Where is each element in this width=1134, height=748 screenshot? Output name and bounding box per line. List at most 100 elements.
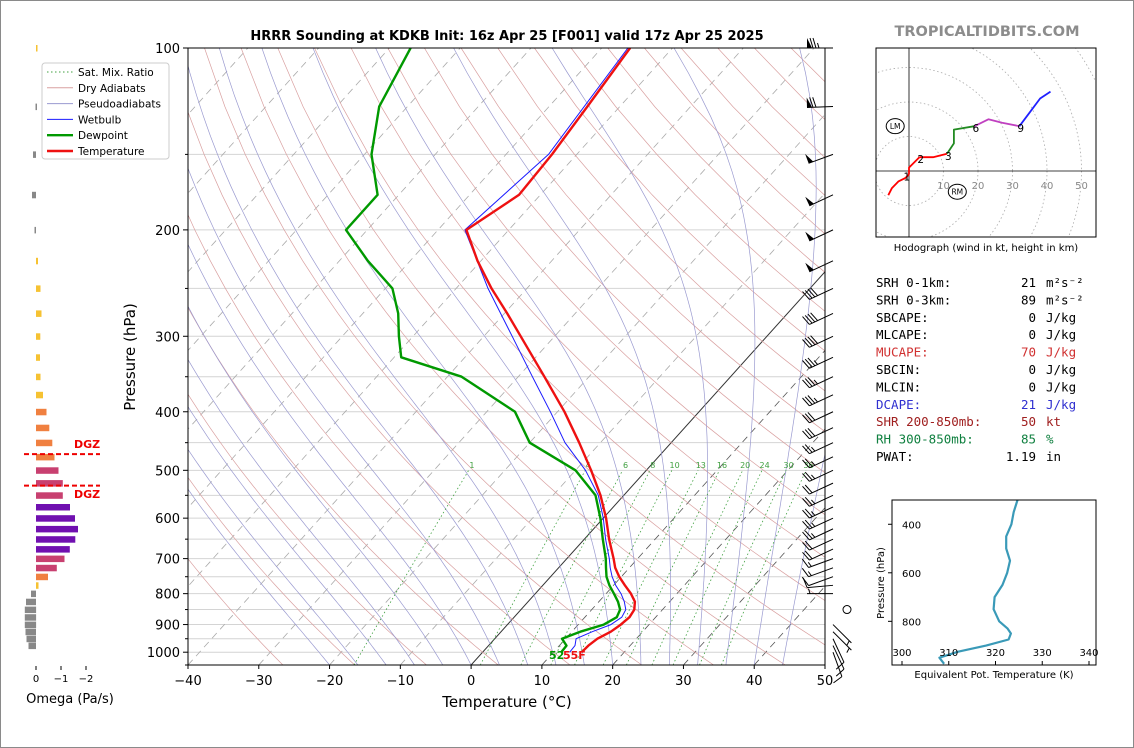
- y-tick-label: 100: [155, 42, 180, 57]
- storm-motion-marker: [885, 118, 905, 135]
- mixing-ratio-line: [602, 470, 699, 665]
- isotherm-line: [329, 113, 825, 665]
- barb-half: [846, 640, 850, 646]
- omega-bar: [36, 45, 38, 52]
- index-value: 0: [1028, 327, 1036, 342]
- barb-staff: [809, 506, 834, 519]
- hodograph-trace: [946, 125, 975, 155]
- theta-e-frame: [891, 499, 1097, 666]
- barb-full: [804, 396, 813, 405]
- barb-half: [813, 379, 818, 385]
- index-unit: kt: [1046, 414, 1061, 429]
- dry-adiabat: [188, 558, 284, 665]
- omega-bar: [36, 573, 48, 581]
- barb-full: [802, 379, 810, 389]
- omega-bar: [36, 504, 70, 511]
- wind-barb: [842, 605, 852, 615]
- barb-half: [813, 397, 818, 403]
- surface-dewpoint-label: 52: [549, 649, 564, 662]
- pseudoadiabat: [188, 64, 529, 665]
- barb-full: [802, 498, 810, 507]
- barb-full: [802, 414, 810, 424]
- barb-half: [807, 571, 812, 576]
- barb-full: [807, 377, 816, 386]
- omega-bar: [36, 480, 63, 487]
- x-tick-label: 20: [604, 674, 621, 689]
- dry-adiabat: [277, 48, 825, 646]
- pseudoadiabat: [188, 305, 444, 665]
- y-axis-label: Pressure (hPa): [121, 303, 139, 411]
- legend-entry: Dry Adiabats: [78, 83, 146, 95]
- isotherm-line: [470, 271, 825, 665]
- index-label: MLCAPE:: [876, 327, 929, 342]
- index-label: SRH 0-1km:: [876, 275, 951, 290]
- barb-full: [804, 519, 813, 529]
- barb-full: [807, 395, 816, 404]
- mixing-ratio-label: 30: [784, 461, 794, 470]
- barb-staff: [808, 558, 834, 568]
- wind-barb: [802, 482, 834, 495]
- barb-staff: [809, 517, 834, 530]
- omega-tick-label: −2: [79, 674, 94, 685]
- index-value: 21: [1021, 275, 1036, 290]
- brand-watermark: TROPICALTIDBITS.COM: [894, 24, 1079, 40]
- wind-barb: [805, 260, 834, 273]
- index-unit: in: [1046, 449, 1061, 464]
- theta-e-x-label: Equivalent Pot. Temperature (K): [914, 670, 1073, 681]
- index-value: 0: [1028, 379, 1036, 394]
- barb-staff: [809, 427, 834, 440]
- mixing-ratio-label: 24: [760, 461, 770, 470]
- dry-adiabat: [350, 48, 825, 558]
- wind-barb: [806, 588, 834, 595]
- wind-barb: [801, 576, 834, 587]
- barb-full: [801, 567, 809, 578]
- hodograph-ring-label: 30: [1006, 181, 1019, 192]
- wind-barb: [802, 538, 834, 551]
- wind-barb: [832, 652, 843, 684]
- barb-full: [804, 413, 813, 422]
- x-tick-label: 40: [746, 674, 763, 689]
- index-unit: J/kg: [1046, 310, 1076, 325]
- theta-e-line: [938, 500, 1019, 665]
- barb-full: [835, 661, 845, 670]
- index-unit: J/kg: [1046, 362, 1076, 377]
- omega-bar: [36, 536, 76, 543]
- barb-staff: [807, 584, 834, 589]
- barb-full: [812, 97, 817, 108]
- barb-full: [802, 459, 810, 469]
- omega-tick-label: 0: [33, 674, 39, 685]
- barb-full: [802, 430, 810, 440]
- omega-bar: [36, 546, 70, 553]
- calm-circle: [842, 605, 852, 615]
- wind-barb: [801, 558, 834, 568]
- barb-staff: [832, 645, 845, 670]
- wind-barb: [805, 153, 834, 164]
- barb-staff: [809, 411, 834, 424]
- hodograph-height-label: 3: [945, 151, 952, 163]
- omega-bar: [31, 590, 36, 598]
- pseudoadiabat: [753, 48, 817, 665]
- storm-motion-label: LM: [890, 122, 901, 131]
- index-unit: J/kg: [1046, 379, 1076, 394]
- omega-bar: [36, 285, 41, 292]
- mixing-ratio-line: [574, 470, 673, 665]
- dry-adiabat: [204, 48, 714, 665]
- theta-e-x-tick-label: 330: [1033, 648, 1052, 659]
- barb-flag: [805, 262, 814, 272]
- barb-full: [804, 530, 813, 539]
- y-tick-label: 900: [155, 619, 180, 634]
- dry-adiabat: [754, 48, 825, 121]
- wind-barb: [802, 394, 834, 407]
- wind-barb: [802, 312, 834, 325]
- wind-barb: [802, 335, 834, 348]
- pseudoadiabat: [188, 488, 330, 665]
- barb-half: [811, 461, 816, 466]
- y-tick-label: 600: [155, 512, 180, 527]
- barb-half: [811, 474, 816, 480]
- barb-half: [811, 499, 816, 505]
- wind-barb: [802, 494, 834, 507]
- temperature-line: [465, 48, 637, 654]
- hodograph-ring-label: 50: [1075, 181, 1088, 192]
- index-label: SBCIN:: [876, 362, 921, 377]
- indices-table: SRH 0-1km: 21 m²s⁻² SRH 0-3km: 89 m²s⁻² SBCAPE…: [876, 275, 1084, 464]
